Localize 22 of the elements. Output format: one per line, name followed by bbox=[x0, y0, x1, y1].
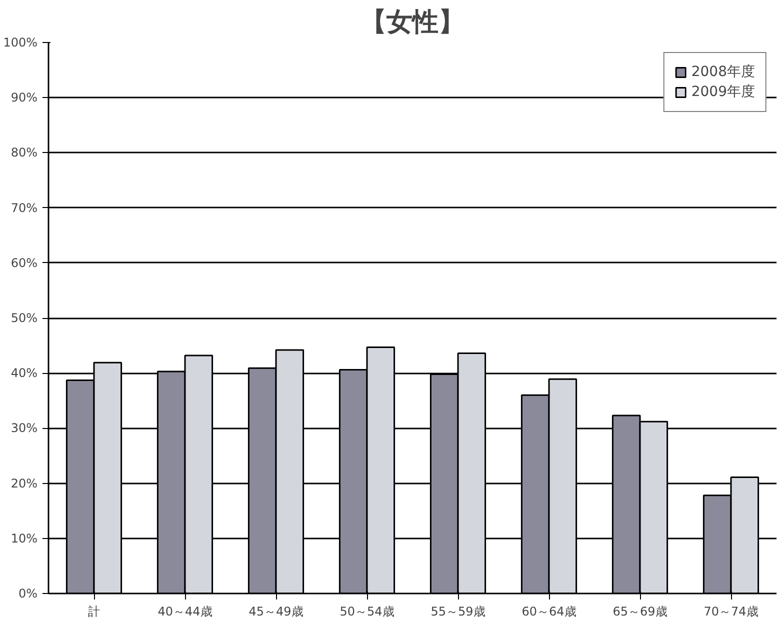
x-tick-label: 40～44歳 bbox=[158, 604, 212, 618]
y-tick-label: 0% bbox=[18, 586, 38, 600]
legend-label: 2009年度 bbox=[691, 83, 755, 101]
y-tick-label: 60% bbox=[10, 256, 38, 270]
x-tick-label: 55～59歳 bbox=[430, 604, 486, 618]
x-tick-label: 70～74歳 bbox=[704, 604, 758, 618]
x-tick-label: 50～54歳 bbox=[340, 604, 394, 618]
y-tick-label: 100% bbox=[3, 36, 38, 50]
x-tick-label: 65～69歳 bbox=[612, 604, 668, 618]
x-tick-label: 60～64歳 bbox=[522, 604, 576, 618]
y-tick-label: 70% bbox=[10, 200, 38, 215]
y-tick-label: 20% bbox=[10, 476, 38, 490]
y-tick-label: 50% bbox=[10, 311, 38, 325]
y-tick-label: 10% bbox=[10, 531, 38, 546]
legend-label: 2008年度 bbox=[691, 63, 755, 81]
y-tick-label: 30% bbox=[10, 421, 38, 436]
y-tick-label: 40% bbox=[10, 366, 38, 380]
y-tick-label: 90% bbox=[10, 90, 38, 105]
x-tick-label: 計 bbox=[88, 604, 100, 618]
y-tick-label: 80% bbox=[10, 146, 38, 160]
chart-title: 【女性】 bbox=[360, 8, 464, 38]
x-tick-label: 45～49歳 bbox=[248, 604, 304, 618]
